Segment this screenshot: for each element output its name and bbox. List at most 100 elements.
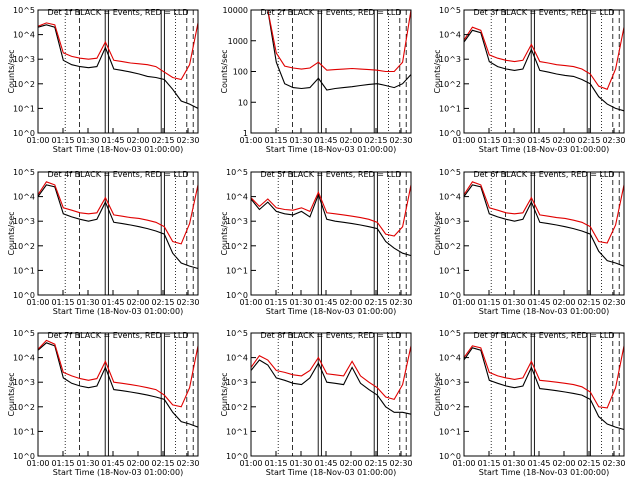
plot-frame [250, 332, 412, 457]
y-tick-label: 10^5 [13, 329, 35, 338]
detector-panel-3: 10^010^110^210^310^410^501:00 01:15 01:30 0… [433, 6, 626, 154]
x-tick-label: 01:00 [26, 459, 49, 468]
x-tick-label: 02:15 [151, 136, 174, 145]
y-axis-label: Counts/sec [7, 372, 16, 416]
y-axis-label: Counts/sec [7, 211, 16, 255]
x-tick-label: 02:30 [389, 136, 412, 145]
x-tick-label: 01:30 [76, 298, 99, 307]
y-tick-label: 10^0 [13, 129, 35, 138]
x-tick-label: 01:30 [502, 136, 525, 145]
y-tick-label: 10^4 [13, 31, 35, 40]
y-tick-label: 10^3 [13, 217, 35, 226]
detector-panel-6: 10^010^110^210^310^410^501:00 01:15 01:30 0… [433, 168, 626, 316]
y-tick-label: 10 [238, 98, 248, 107]
x-tick-label: 02:30 [389, 298, 412, 307]
events-series-line [463, 347, 625, 431]
y-tick-label: 1 [243, 129, 248, 138]
x-tick-label: 01:45 [314, 136, 337, 145]
panel-title: Det 9f BLACK = Events, RED = LLD [473, 331, 614, 340]
y-axis-label: Counts/sec [7, 49, 16, 93]
x-axis-label: Start Time (18-Nov-03 01:00:00) [53, 468, 183, 477]
x-tick-label: 02:00 [552, 136, 575, 145]
y-tick-label: 10^1 [226, 266, 248, 275]
x-tick-label: 02:30 [602, 298, 625, 307]
y-tick-label: 10^5 [439, 6, 461, 15]
x-tick-label: 02:00 [126, 459, 149, 468]
detector-panel-7: 10^010^110^210^310^410^501:00 01:15 01:30 0… [7, 329, 200, 477]
x-axis-label: Start Time (18-Nov-03 01:00:00) [479, 307, 609, 316]
x-tick-label: 01:45 [101, 298, 124, 307]
y-tick-label: 10^3 [439, 378, 461, 387]
x-tick-label: 01:00 [26, 136, 49, 145]
events-series-line [37, 24, 199, 109]
plot-frame [463, 171, 625, 296]
y-tick-label: 10^4 [13, 354, 35, 363]
y-tick-label: 10^5 [439, 168, 461, 177]
y-axis-label: Counts/sec [220, 372, 229, 416]
x-tick-label: 02:15 [364, 459, 387, 468]
y-tick-label: 10^5 [439, 329, 461, 338]
x-tick-label: 01:15 [477, 298, 500, 307]
y-tick-label: 10^4 [439, 193, 461, 202]
y-tick-label: 10^2 [226, 403, 248, 412]
y-tick-label: 10^2 [439, 242, 461, 251]
y-tick-label: 10^3 [439, 55, 461, 64]
y-tick-label: 10^0 [13, 291, 35, 300]
x-tick-label: 01:45 [101, 136, 124, 145]
x-tick-label: 01:30 [76, 136, 99, 145]
y-tick-label: 10^3 [439, 217, 461, 226]
detector-panel-4: 10^010^110^210^310^410^501:00 01:15 01:30 0… [7, 168, 200, 316]
detector-panel-5: 10^010^110^210^310^410^501:00 01:15 01:30 0… [220, 168, 413, 316]
x-tick-label: 02:30 [389, 459, 412, 468]
y-tick-label: 10^3 [13, 55, 35, 64]
plot-frame [463, 9, 625, 134]
detector-panel-9: 10^010^110^210^310^410^501:00 01:15 01:30 0… [433, 329, 626, 477]
y-tick-label: 10^4 [226, 354, 248, 363]
lld-series-line [463, 181, 625, 244]
panel-title: Det 3f BLACK = Events, RED = LLD [473, 8, 614, 17]
events-series-line [250, 359, 412, 415]
x-tick-label: 01:45 [527, 136, 550, 145]
x-tick-label: 02:30 [602, 459, 625, 468]
y-tick-label: 10^0 [226, 452, 248, 461]
x-tick-label: 01:30 [289, 298, 312, 307]
y-tick-label: 10^1 [439, 266, 461, 275]
x-tick-label: 02:15 [151, 298, 174, 307]
events-series-line [250, 193, 412, 257]
x-tick-label: 01:00 [452, 298, 475, 307]
y-tick-label: 10^1 [13, 104, 35, 113]
x-tick-label: 01:15 [477, 459, 500, 468]
y-tick-label: 10^0 [439, 129, 461, 138]
x-tick-label: 01:00 [452, 136, 475, 145]
y-tick-label: 10^2 [13, 242, 35, 251]
x-tick-label: 01:30 [289, 136, 312, 145]
x-tick-label: 01:30 [502, 298, 525, 307]
panel-title: Det 7f BLACK = Events, RED = LLD [47, 331, 188, 340]
lld-series-line [463, 345, 625, 409]
y-tick-label: 10^1 [13, 266, 35, 275]
x-tick-label: 02:00 [552, 459, 575, 468]
x-tick-label: 02:30 [176, 298, 199, 307]
x-tick-label: 01:00 [452, 459, 475, 468]
x-axis-label: Start Time (18-Nov-03 01:00:00) [266, 145, 396, 154]
y-tick-label: 10^2 [13, 403, 35, 412]
lld-series-line [251, 9, 412, 73]
y-tick-label: 10^2 [226, 242, 248, 251]
y-tick-label: 10000 [223, 6, 248, 15]
y-axis-label: Counts/sec [433, 372, 442, 416]
x-tick-label: 01:15 [51, 459, 74, 468]
panel-title: Det 5f BLACK = Events, RED = LLD [260, 170, 401, 179]
lld-series-line [250, 345, 412, 401]
x-tick-label: 01:30 [76, 459, 99, 468]
y-tick-label: 10^4 [13, 193, 35, 202]
x-tick-label: 01:00 [239, 136, 262, 145]
plot-frame [250, 171, 412, 296]
x-tick-label: 02:30 [176, 136, 199, 145]
x-tick-label: 01:45 [314, 298, 337, 307]
x-tick-label: 02:00 [339, 136, 362, 145]
y-tick-label: 10^5 [226, 329, 248, 338]
y-tick-label: 10^3 [226, 378, 248, 387]
x-tick-label: 02:15 [577, 298, 600, 307]
x-tick-label: 01:15 [477, 136, 500, 145]
